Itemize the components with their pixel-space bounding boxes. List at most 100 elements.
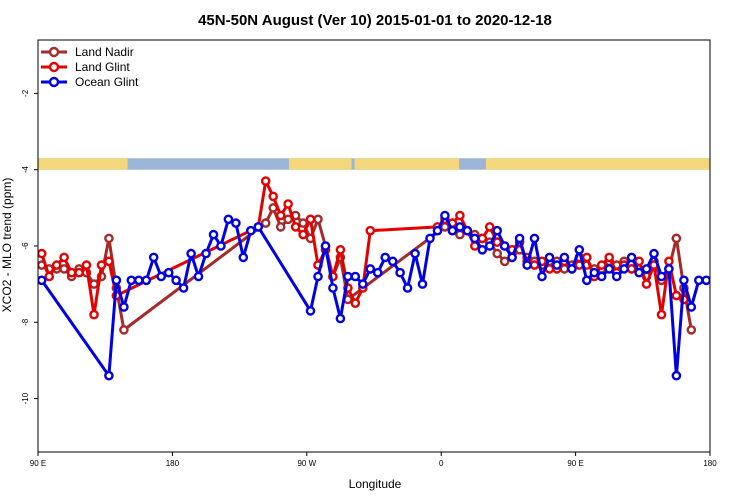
data-point xyxy=(335,313,346,324)
data-point xyxy=(641,264,652,274)
data-point xyxy=(477,244,488,255)
chart-title: 45N-50N August (Ver 10) 2015-01-01 to 20… xyxy=(198,12,552,29)
data-point xyxy=(619,264,629,274)
data-point xyxy=(455,222,465,232)
axes: 90 E 180 90 W 0 90 E 180 -10 -8 -6 -4 -2 xyxy=(0,39,750,468)
data-point xyxy=(119,302,129,312)
data-point xyxy=(313,214,323,225)
data-point xyxy=(529,260,540,270)
data-point xyxy=(133,275,144,286)
data-point xyxy=(425,233,435,244)
data-point xyxy=(387,256,398,267)
land-patch xyxy=(288,158,352,170)
data-point xyxy=(499,241,510,251)
data-point xyxy=(529,233,540,244)
data-point xyxy=(119,325,129,335)
data-point xyxy=(417,279,428,289)
data-point xyxy=(208,229,219,240)
data-point xyxy=(231,218,241,228)
data-point xyxy=(51,260,62,270)
data-point xyxy=(275,222,286,232)
data-point xyxy=(544,252,555,263)
data-point xyxy=(589,267,600,278)
data-point xyxy=(455,229,465,240)
data-point xyxy=(574,244,585,255)
data-point xyxy=(596,271,607,282)
data-point xyxy=(223,214,234,225)
data-point xyxy=(328,283,338,293)
data-point xyxy=(343,271,353,282)
data-point xyxy=(74,267,84,278)
legend-marker xyxy=(48,46,60,58)
data-point xyxy=(440,210,450,221)
left-margin-mask xyxy=(0,40,38,452)
data-point xyxy=(148,252,159,263)
data-point xyxy=(604,264,615,274)
data-point xyxy=(641,279,652,289)
data-point xyxy=(664,264,674,274)
data-point xyxy=(679,275,689,286)
data-point xyxy=(432,225,443,236)
x-tick-label: 0 xyxy=(439,459,444,468)
data-point xyxy=(111,275,122,286)
legend-label: Ocean Glint xyxy=(75,75,139,89)
data-point xyxy=(484,222,495,232)
data-point xyxy=(171,275,181,286)
x-tick-label: 180 xyxy=(166,459,180,468)
data-point xyxy=(253,222,264,232)
legend-label: Land Nadir xyxy=(75,45,134,59)
data-point xyxy=(275,210,286,221)
data-point xyxy=(283,199,293,209)
data-point xyxy=(163,267,174,278)
data-point xyxy=(656,271,667,282)
series-layer xyxy=(36,176,731,381)
land-patch xyxy=(354,158,460,170)
data-point xyxy=(260,176,271,186)
data-point xyxy=(395,267,405,278)
data-point xyxy=(126,275,137,286)
data-point xyxy=(350,271,361,282)
data-point xyxy=(238,252,249,263)
data-point xyxy=(649,248,659,259)
data-point xyxy=(193,271,204,282)
data-point xyxy=(104,370,114,381)
data-point xyxy=(611,271,622,282)
y-axis-label: XCO2 - MLO trend (ppm) xyxy=(0,178,14,313)
y-tick-label: -6 xyxy=(21,242,30,250)
data-point xyxy=(372,267,383,278)
data-point xyxy=(298,218,308,228)
data-point xyxy=(499,256,510,267)
data-point xyxy=(671,290,682,301)
data-point xyxy=(507,252,517,263)
x-tick-label: 180 xyxy=(703,459,717,468)
data-point xyxy=(514,233,525,244)
data-point xyxy=(492,248,503,259)
data-point xyxy=(335,244,346,255)
data-point xyxy=(268,191,279,202)
data-point xyxy=(59,252,69,263)
data-point xyxy=(582,252,592,263)
land-mask-band xyxy=(38,158,710,170)
data-point xyxy=(664,256,674,267)
legend-marker xyxy=(48,61,60,73)
data-point xyxy=(447,225,458,236)
data-point xyxy=(626,264,637,274)
data-point xyxy=(552,260,562,270)
data-point xyxy=(365,225,376,236)
data-point xyxy=(104,256,114,267)
data-point xyxy=(305,306,316,316)
data-point xyxy=(81,260,92,270)
x-tick-label: 90 W xyxy=(297,459,316,468)
plot-area xyxy=(37,39,711,453)
data-point xyxy=(701,275,712,286)
data-point xyxy=(96,260,107,270)
data-point xyxy=(537,271,547,282)
data-point xyxy=(283,214,293,225)
x-axis-label: Longitude xyxy=(349,477,402,491)
data-point xyxy=(350,298,361,309)
data-point xyxy=(89,279,99,289)
data-point xyxy=(245,225,256,236)
data-point xyxy=(686,325,697,335)
data-point xyxy=(671,233,682,244)
